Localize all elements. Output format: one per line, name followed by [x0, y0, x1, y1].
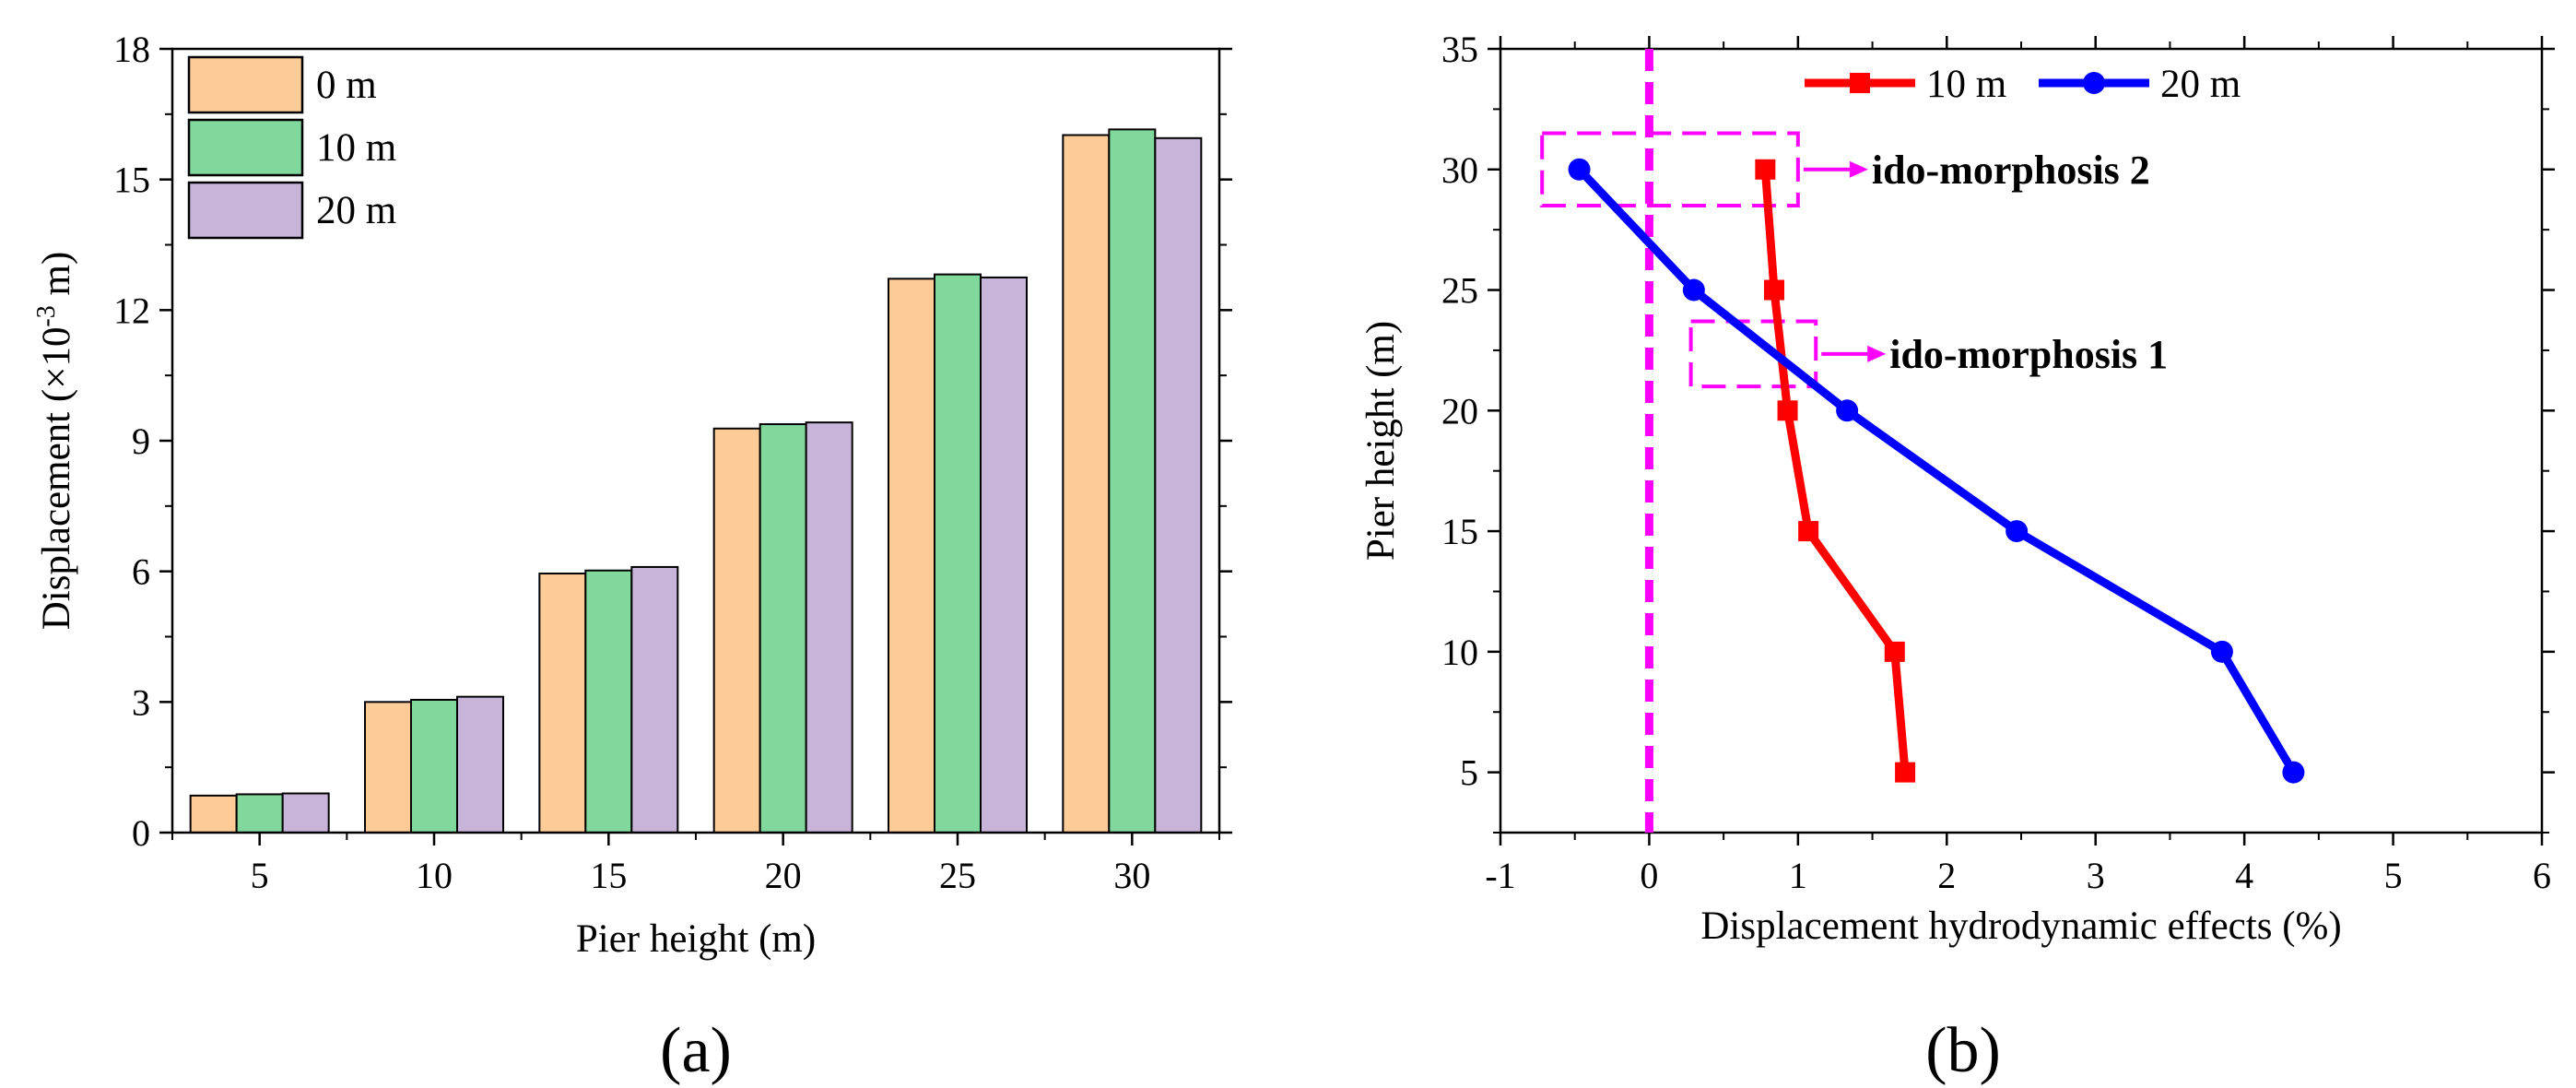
x-tick-label-5: 5 — [251, 855, 269, 896]
y-axis-label-b: Pier height (m) — [1359, 321, 1403, 561]
point-20m-15 — [2006, 520, 2029, 543]
x-tick-label-10: 10 — [416, 855, 453, 896]
y-tick-label-15: 15 — [113, 160, 150, 201]
y-tick-label-5: 5 — [1460, 752, 1478, 794]
y-tick-label-6: 6 — [132, 551, 150, 593]
x-axis-label-b: Displacement hydrodynamic effects (%) — [1700, 905, 2341, 948]
annotation-arrow-head-2 — [1867, 345, 1887, 362]
annotation-box-1 — [1540, 131, 1800, 208]
panel-b-line-chart: -1 0 1 2 3 4 5 6 5 10 15 20 25 30 35 ido-morphosis 2 ido… — [1359, 29, 2555, 1086]
annotation-label-2: ido-morphosis 1 — [1889, 332, 2168, 377]
bar-10m-30 — [1108, 128, 1157, 834]
x-tick-label-3: 3 — [2087, 855, 2105, 896]
legend-label-20m: 20 m — [2160, 63, 2241, 106]
x-tick-label-15: 15 — [590, 855, 627, 896]
x-tick-label-2: 2 — [1937, 855, 1956, 896]
point-10m-20 — [1777, 400, 1798, 421]
series-line-20m — [1576, 166, 2298, 775]
annotation-box-2 — [1688, 319, 1818, 389]
point-20m-5 — [2282, 761, 2305, 784]
panel-label-b: (b) — [1925, 1015, 2001, 1086]
bar-10m-10 — [410, 698, 458, 834]
y-tick-label-30: 30 — [1441, 149, 1478, 191]
bar-10m-5 — [235, 793, 284, 834]
bar-20m-25 — [980, 276, 1028, 834]
x-axis-label-a: Pier height (m) — [576, 917, 816, 961]
legend-swatch-20m — [187, 181, 304, 240]
y-tick-label-15: 15 — [1441, 511, 1478, 552]
legend-label-20m: 20 m — [316, 189, 396, 232]
bar-10m-20 — [759, 423, 807, 834]
legend-swatch-0m — [187, 55, 304, 114]
point-20m-30 — [1568, 158, 1591, 181]
y-tick-label-25: 25 — [1441, 270, 1478, 312]
panel-label-a: (a) — [660, 1015, 732, 1086]
bar-20m-20 — [805, 421, 853, 834]
panel-a-bar-chart: 0 3 6 9 12 15 18 5 10 15 20 25 30 Pier height (m) Disp… — [32, 29, 1232, 1086]
y-tick-label-20: 20 — [1441, 390, 1478, 432]
y-tick-label-12: 12 — [113, 290, 150, 331]
bar-10m-25 — [934, 273, 982, 834]
x-tick-label-1: 1 — [1789, 855, 1807, 896]
x-tick-label-25: 25 — [939, 855, 976, 896]
bar-0m-20 — [712, 427, 761, 834]
x-tick-label-5: 5 — [2384, 855, 2403, 896]
legend-label-10m: 10 m — [316, 126, 396, 170]
bar-0m-5 — [189, 794, 238, 834]
series-line-10m — [1760, 169, 1910, 774]
bar-10m-15 — [584, 569, 633, 834]
bar-0m-10 — [364, 701, 412, 834]
x-tick-label-6: 6 — [2533, 855, 2551, 896]
legend-label-10m: 10 m — [1926, 63, 2006, 106]
legend-swatch-10m — [187, 118, 304, 177]
point-20m-25 — [1682, 278, 1705, 302]
legend-marker-10m — [1850, 73, 1870, 93]
bar-20m-30 — [1154, 136, 1203, 834]
y-tick-label-35: 35 — [1441, 29, 1478, 70]
y-tick-label-0: 0 — [132, 812, 150, 854]
point-10m-25 — [1764, 279, 1785, 301]
bar-0m-30 — [1062, 134, 1111, 834]
legend-label-0m: 0 m — [316, 64, 377, 107]
bar-0m-15 — [538, 573, 587, 834]
x-tick-label-4: 4 — [2235, 855, 2253, 896]
y-axis-label-a: Displacement (×10-3 m) — [32, 252, 78, 631]
point-20m-10 — [2210, 640, 2233, 663]
annotation-label-1: ido-morphosis 2 — [1872, 148, 2150, 193]
point-10m-5 — [1895, 762, 1916, 783]
point-20m-20 — [1836, 399, 1859, 422]
x-tick-label--1: -1 — [1485, 855, 1515, 896]
y-tick-label-9: 9 — [132, 420, 150, 462]
y-tick-label-10: 10 — [1441, 632, 1478, 673]
x-tick-label-20: 20 — [765, 855, 802, 896]
legend-marker-20m — [2083, 72, 2105, 94]
point-10m-30 — [1755, 159, 1776, 180]
y-tick-label-3: 3 — [132, 681, 150, 723]
annotation-arrow-head-1 — [1849, 160, 1868, 178]
bar-0m-25 — [888, 278, 935, 834]
bar-20m-5 — [281, 792, 330, 834]
bar-20m-10 — [456, 695, 504, 834]
bar-20m-15 — [630, 565, 679, 834]
point-10m-15 — [1798, 521, 1819, 542]
point-10m-10 — [1884, 641, 1905, 662]
x-tick-label-0: 0 — [1640, 855, 1658, 896]
x-tick-label-30: 30 — [1113, 855, 1150, 896]
y-tick-label-18: 18 — [113, 29, 150, 70]
